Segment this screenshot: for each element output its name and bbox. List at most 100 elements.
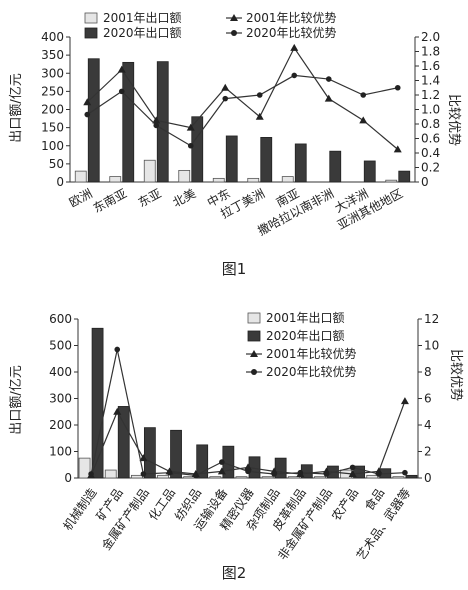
chart-1: 出口额/亿元 比较优势 图1 0 50 100 150 200 250 300 350 400 0…	[9, 10, 462, 278]
left-tick-label: 0	[56, 175, 64, 189]
marker-2020-advantage	[114, 346, 121, 353]
left-tick-label: 50	[49, 157, 64, 171]
bar-2001-export	[287, 476, 300, 479]
category-label: 东亚	[136, 186, 164, 210]
marker-2001-advantage	[221, 83, 230, 91]
bar-2020-export	[363, 160, 376, 183]
legend-label: 2020年出口额	[266, 329, 345, 343]
marker-2020-advantage	[219, 459, 225, 465]
category-label: 农产品	[329, 486, 361, 524]
line-2001-advantage	[86, 46, 399, 150]
bar-2020-export	[170, 429, 182, 479]
bar-2001-export	[78, 457, 91, 479]
right-tick-label: 10	[424, 339, 439, 353]
category-label: 北美	[170, 186, 198, 210]
bar-2001-export	[104, 469, 117, 479]
marker-2001-advantage	[359, 116, 368, 124]
chart2-y2label: 比较优势	[448, 349, 464, 401]
legend-swatch	[84, 27, 98, 39]
marker-2020-advantage	[402, 469, 408, 476]
bar-2020-export	[329, 150, 342, 183]
bar-2001-export	[366, 474, 379, 479]
bar-2001-export	[247, 177, 260, 183]
left-tick-label: 400	[49, 365, 72, 379]
bar-2001-export	[281, 176, 294, 183]
marker-2020-advantage	[297, 469, 304, 476]
marker-2020-advantage	[394, 84, 401, 91]
right-tick-label: 1.8	[421, 45, 440, 59]
marker-2020-advantage	[245, 468, 251, 475]
marker-2001-advantage	[244, 463, 252, 471]
bar-2001-export	[74, 170, 87, 183]
legend-swatch	[247, 312, 261, 324]
left-tick-label: 100	[41, 139, 64, 153]
left-tick-label: 150	[41, 121, 64, 135]
marker-2001-advantage	[393, 145, 402, 153]
marker-2020-advantage	[166, 469, 173, 476]
left-tick-label: 600	[49, 312, 72, 326]
marker-2001-advantage	[113, 407, 122, 415]
right-tick-label: 0.6	[421, 132, 440, 146]
chart-2: 出口额/亿元 比较优势 图2 0 100 200 300 400 500 600 0 2 4 6 8 1…	[9, 311, 464, 582]
category-label: 化工品	[146, 486, 178, 524]
bar-2020-export	[87, 58, 100, 183]
bar-2001-export	[314, 476, 326, 479]
bar-2001-export	[385, 179, 398, 183]
right-tick-label: 6	[424, 392, 432, 406]
right-tick-label: 12	[424, 312, 439, 326]
marker-2001-advantage	[400, 397, 409, 405]
category-label: 食品	[361, 485, 387, 513]
legend-swatch	[84, 12, 98, 24]
bar-2020-export	[274, 457, 287, 479]
chart1-ylabel: 出口额/亿元	[9, 73, 24, 142]
legend-marker	[231, 30, 237, 36]
left-tick-label: 200	[49, 418, 72, 432]
category-label: 机械制造	[60, 485, 100, 533]
chart1-y2label: 比较优势	[446, 94, 462, 146]
legend-label: 2020年出口额	[103, 26, 182, 40]
bar-2001-export	[235, 476, 248, 479]
bar-2001-export	[143, 159, 156, 183]
marker-2001-advantage	[324, 94, 333, 102]
bar-2001-export	[212, 177, 225, 183]
bar-2020-export	[260, 137, 273, 183]
bar-2001-export	[130, 474, 143, 479]
marker-2020-advantage	[323, 471, 330, 477]
bar-2001-export	[392, 476, 405, 479]
marker-2020-advantage	[271, 471, 277, 477]
bar-2001-export	[109, 176, 122, 183]
marker-2001-advantage	[139, 454, 148, 462]
marker-2020-advantage	[140, 471, 147, 477]
right-tick-label: 1.0	[421, 103, 440, 117]
chart1-caption: 图1	[222, 260, 247, 278]
legend-marker	[250, 350, 258, 357]
line-2020-advantage	[90, 349, 405, 476]
bar-2001-export	[157, 474, 169, 479]
marker-2020-advantage	[325, 76, 332, 82]
left-tick-label: 300	[41, 66, 64, 80]
marker-2020-advantage	[192, 472, 199, 479]
bar-2020-export	[405, 474, 418, 479]
marker-2020-advantage	[222, 95, 229, 102]
marker-2020-advantage	[88, 471, 94, 477]
marker-2020-advantage	[187, 142, 194, 149]
bar-2020-export	[294, 143, 307, 183]
right-tick-label: 8	[424, 365, 432, 379]
marker-2001-advantage	[217, 467, 226, 475]
bar-2020-export	[91, 327, 104, 479]
left-tick-label: 350	[41, 48, 64, 62]
legend-label: 2020年比较优势	[246, 25, 337, 40]
marker-2020-advantage	[153, 122, 160, 129]
legend-label: 2001年出口额	[103, 11, 182, 25]
bar-2020-export	[122, 61, 135, 183]
left-tick-label: 300	[49, 392, 72, 406]
marker-2001-advantage	[152, 116, 161, 124]
right-tick-label: 0.2	[421, 161, 440, 175]
legend-label: 2020年比较优势	[266, 364, 357, 379]
right-tick-label: 0	[421, 175, 429, 189]
left-tick-label: 400	[41, 30, 64, 44]
legend-swatch	[247, 330, 261, 342]
bar-2001-export	[209, 476, 222, 479]
bar-2020-export	[398, 170, 411, 183]
legend-label: 2001年出口额	[266, 311, 345, 325]
